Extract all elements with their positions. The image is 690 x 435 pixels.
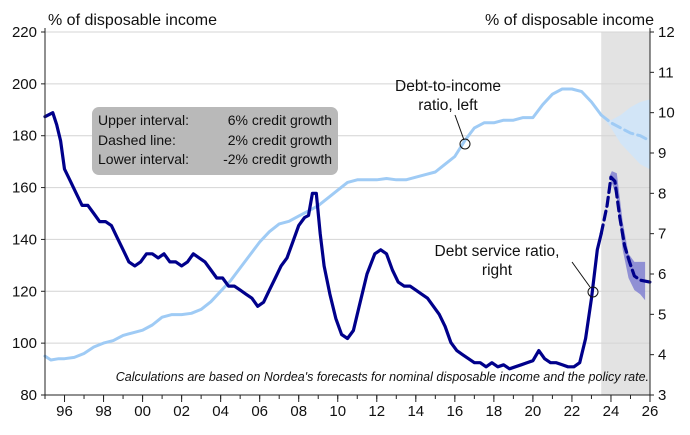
x-tick-label: 02	[173, 403, 190, 420]
forecast-shading	[601, 32, 650, 395]
right-tick-label: 9	[658, 145, 666, 162]
left-tick-label: 120	[12, 283, 37, 300]
x-tick-label: 16	[446, 403, 463, 420]
right-tick-label: 8	[658, 185, 666, 202]
left-tick-label: 180	[12, 128, 37, 145]
right-tick-label: 3	[658, 387, 666, 404]
x-tick-label: 12	[368, 403, 385, 420]
annotation-debt-to-income-line1: Debt-to-income	[395, 78, 501, 95]
legend-dashed-value: 2% credit growth	[228, 132, 332, 148]
debt-service-line	[43, 111, 603, 371]
footnote: Calculations are based on Nordea's forec…	[116, 370, 649, 384]
legend-dashed-label: Dashed line:	[98, 132, 176, 148]
annotation-debt-to-income: Debt-to-income ratio, left	[395, 78, 501, 150]
left-tick-label: 100	[12, 335, 37, 352]
right-tick-label: 10	[658, 105, 675, 122]
legend-background	[92, 107, 338, 175]
left-axis-title: % of disposable income	[48, 12, 217, 29]
legend-box: Upper interval: 6% credit growth Dashed …	[92, 107, 338, 175]
legend-upper-label: Upper interval:	[98, 112, 189, 128]
x-tick-label: 96	[56, 403, 73, 420]
right-tick-label: 7	[658, 226, 666, 243]
legend-lower-label: Lower interval:	[98, 151, 189, 167]
right-tick-label: 11	[658, 64, 674, 81]
x-tick-label: 14	[407, 403, 424, 420]
debt-to-income-forecast-line	[599, 113, 652, 143]
x-tick-label: 04	[212, 403, 229, 420]
left-tick-label: 140	[12, 231, 37, 248]
right-tick-label: 12	[658, 24, 675, 41]
x-tick-label: 98	[95, 403, 112, 420]
left-tick-label: 200	[12, 76, 37, 93]
annotation-debt-service-line2: right	[482, 262, 513, 279]
left-tick-label: 80	[20, 387, 37, 404]
annotation-debt-service: Debt service ratio, right	[435, 243, 599, 298]
x-tick-label: 26	[642, 403, 659, 420]
series-lines	[43, 87, 652, 371]
right-tick-label: 6	[658, 266, 666, 283]
annotation-debt-service-line1: Debt service ratio,	[435, 243, 560, 260]
confidence-band	[601, 99, 650, 170]
legend-lower-value: -2% credit growth	[223, 151, 332, 167]
gridlines	[45, 31, 650, 344]
annotation-debt-to-income-marker	[459, 138, 471, 150]
left-tick-label: 160	[12, 180, 37, 197]
debt-service-forecast-line	[599, 175, 652, 284]
annotation-debt-service-leader	[571, 261, 591, 288]
annotation-debt-to-income-line2: ratio, left	[418, 97, 478, 114]
x-tick-label: 18	[486, 403, 503, 420]
x-tick-label: 08	[290, 403, 307, 420]
right-tick-label: 4	[658, 347, 666, 364]
left-tick-label: 220	[12, 24, 37, 41]
x-tick-label: 10	[329, 403, 346, 420]
x-tick-label: 22	[564, 403, 581, 420]
x-tick-label: 24	[603, 403, 620, 420]
right-tick-label: 5	[658, 306, 666, 323]
right-axis-title: % of disposable income	[485, 12, 654, 29]
x-tick-label: 20	[525, 403, 542, 420]
annotation-debt-service-marker	[587, 286, 599, 298]
x-tick-label: 06	[251, 403, 268, 420]
legend-upper-value: 6% credit growth	[228, 112, 332, 128]
annotation-debt-to-income-leader	[454, 114, 465, 141]
x-tick-label: 00	[134, 403, 151, 420]
